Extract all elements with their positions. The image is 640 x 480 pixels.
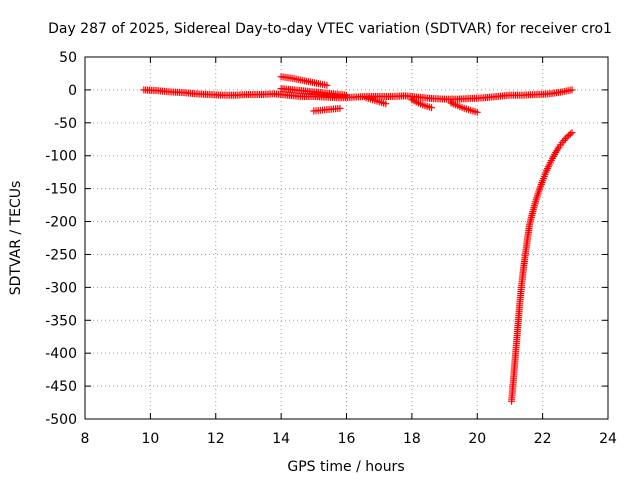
- y-tick-label: -250: [45, 247, 77, 263]
- x-tick-label: 16: [338, 431, 356, 447]
- x-tick-label: 20: [468, 431, 486, 447]
- y-tick-label: -400: [45, 346, 77, 362]
- x-tick-label: 24: [599, 431, 617, 447]
- data-point: [568, 129, 576, 137]
- x-tick-label: 8: [81, 431, 90, 447]
- x-tick-label: 18: [403, 431, 421, 447]
- y-tick-label: -350: [45, 313, 77, 329]
- data-point: [562, 135, 570, 143]
- axis-ticks: 8 10 12 14 16 18 20 22 24 50 0 -50 -100 -150 -200 -250 -…: [45, 50, 617, 447]
- data-point: [336, 104, 344, 112]
- data-marks: [140, 73, 576, 405]
- x-tick-label: 22: [534, 431, 552, 447]
- y-tick-label: -150: [45, 182, 77, 198]
- data-point: [323, 81, 331, 89]
- y-tick-label: 50: [59, 50, 77, 66]
- x-tick-label: 10: [141, 431, 159, 447]
- x-tick-label: 12: [207, 431, 225, 447]
- data-point: [427, 104, 435, 112]
- grid-lines: [85, 57, 608, 419]
- y-tick-label: -50: [54, 116, 77, 132]
- y-axis-title: SDTVAR / TECUs: [8, 181, 24, 296]
- y-tick-label: 0: [68, 83, 77, 99]
- y-tick-label: -200: [45, 215, 77, 231]
- data-point: [566, 130, 574, 138]
- chart-title: Day 287 of 2025, Sidereal Day-to-day VTE…: [48, 21, 612, 37]
- x-axis-title: GPS time / hours: [287, 459, 404, 475]
- y-tick-label: -450: [45, 379, 77, 395]
- data-point: [343, 91, 350, 99]
- data-point: [473, 108, 481, 116]
- y-tick-label: -100: [45, 149, 77, 165]
- x-tick-label: 14: [272, 431, 290, 447]
- data-point: [563, 133, 571, 141]
- y-tick-label: -300: [45, 280, 77, 296]
- data-point: [382, 100, 390, 108]
- y-tick-label: -500: [45, 412, 77, 428]
- data-point: [568, 86, 576, 94]
